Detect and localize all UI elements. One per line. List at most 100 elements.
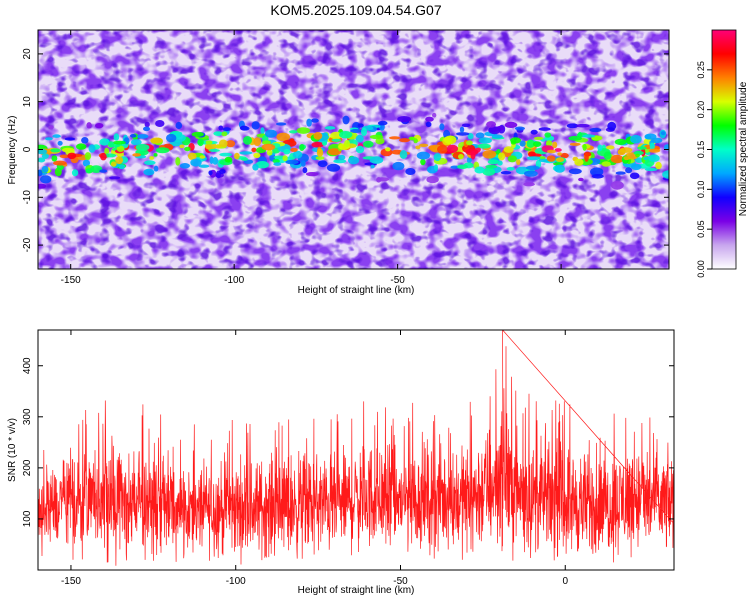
signal-blob [482, 167, 496, 176]
signal-blob [503, 146, 514, 153]
signal-blob [456, 132, 470, 136]
signal-blob [554, 164, 565, 173]
signal-blob [100, 153, 107, 161]
signal-blob [648, 154, 660, 162]
signal-blob [253, 137, 262, 147]
signal-blob [635, 157, 644, 164]
signal-blob [418, 143, 429, 147]
colorbar: 0.00 0.05 0.10 0.15 0.20 0.25 Normalized spec… [696, 29, 749, 278]
signal-blob [179, 163, 190, 169]
signal-blob [584, 152, 589, 162]
signal-blob [477, 143, 491, 149]
colorbar-tick-label: 0.05 [696, 220, 706, 238]
signal-blob [272, 158, 280, 164]
signal-blob [355, 134, 364, 143]
signal-blob [311, 141, 324, 148]
signal-blob [169, 141, 183, 147]
signal-blob [221, 131, 228, 137]
signal-blob [191, 131, 204, 137]
heatmap-x-label: Height of straight line (km) [298, 285, 415, 296]
signal-blob [355, 145, 365, 154]
heatmap-x-tick-label: 0 [558, 275, 564, 286]
signal-blob [239, 151, 253, 155]
signal-blob [408, 136, 415, 141]
signal-blob [637, 146, 647, 150]
signal-blob [76, 143, 87, 150]
signal-blob [118, 164, 125, 170]
signal-blob [546, 155, 556, 162]
signal-blob [224, 156, 233, 163]
signal-blob [86, 122, 92, 129]
signal-blob [486, 121, 497, 128]
signal-blob [625, 167, 633, 174]
signal-blob [496, 148, 501, 154]
signal-blob [614, 138, 627, 145]
signal-blob [458, 154, 464, 160]
signal-blob [432, 112, 437, 118]
heatmap-x-tick-label: -100 [224, 275, 244, 286]
signal-blob [71, 169, 79, 177]
signal-blob [266, 149, 273, 156]
signal-blob [514, 126, 526, 131]
signal-blob [644, 167, 658, 172]
heatmap-y-tick-label: -10 [22, 190, 33, 205]
signal-blob [38, 157, 46, 163]
heatmap-noise-layer-dark [38, 30, 669, 269]
signal-blob [389, 136, 401, 140]
signal-blob [420, 158, 426, 166]
snr-x-tick-label: -100 [226, 576, 246, 587]
signal-blob [95, 123, 104, 129]
signal-blob [153, 153, 158, 157]
signal-blob [546, 140, 553, 147]
signal-blob [363, 140, 374, 148]
signal-blob [610, 180, 624, 190]
signal-blob [85, 168, 93, 174]
signal-blob [601, 161, 611, 167]
signal-blob [399, 150, 408, 159]
signal-blob [155, 147, 170, 154]
signal-blob [326, 163, 341, 172]
signal-blob [504, 121, 518, 128]
signal-blob [104, 147, 110, 155]
signal-blob [38, 148, 48, 155]
signal-blob [500, 171, 512, 175]
signal-blob [175, 121, 183, 130]
signal-blob [109, 176, 121, 180]
signal-blob [385, 147, 391, 152]
signal-blob [376, 177, 390, 182]
signal-blob [82, 159, 90, 167]
signal-blob [466, 140, 473, 146]
signal-blob [478, 137, 492, 144]
signal-blob [116, 145, 125, 152]
signal-blob [175, 157, 181, 166]
signal-blob [219, 139, 228, 148]
signal-blob [433, 153, 442, 162]
signal-blob [331, 138, 342, 142]
snr-x-label: Height of straight line (km) [298, 585, 415, 596]
signal-blob [630, 134, 642, 144]
signal-blob [282, 155, 288, 162]
signal-blob [252, 163, 259, 171]
signal-blob [113, 133, 120, 141]
signal-blob [306, 118, 312, 127]
signal-blob [488, 126, 501, 135]
signal-blob [530, 129, 538, 135]
signal-blob [574, 158, 584, 166]
signal-blob [348, 156, 360, 165]
signal-blob [439, 123, 445, 131]
colorbar-tick-label: 0.00 [696, 260, 706, 278]
snr-frame [37, 329, 675, 571]
heatmap-y-tick-label: -20 [22, 237, 33, 252]
signal-blob [150, 137, 163, 144]
signal-blob [90, 165, 103, 174]
signal-blob [339, 131, 353, 139]
signal-blob [81, 137, 89, 144]
signal-blob [506, 167, 515, 171]
signal-blob [144, 121, 150, 128]
signal-blob [498, 152, 506, 161]
signal-blob [276, 132, 291, 142]
signal-blob [67, 152, 77, 159]
signal-blob [603, 151, 612, 160]
snr-y-tick-label: 300 [22, 408, 33, 425]
signal-blob [41, 165, 49, 173]
